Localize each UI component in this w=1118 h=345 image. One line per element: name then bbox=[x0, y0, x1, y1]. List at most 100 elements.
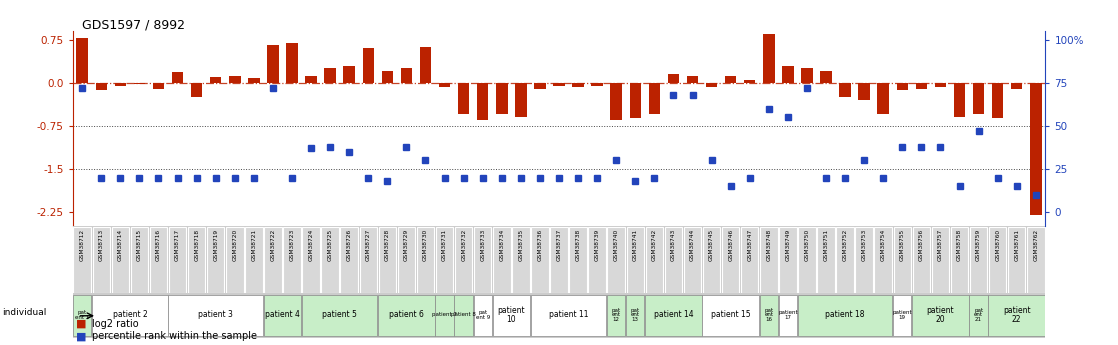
Text: patient 15: patient 15 bbox=[711, 310, 750, 319]
Bar bbox=[665, 227, 682, 293]
Bar bbox=[840, 83, 851, 97]
Text: GSM38756: GSM38756 bbox=[919, 229, 923, 261]
Bar bbox=[210, 77, 221, 83]
Text: GSM38723: GSM38723 bbox=[290, 229, 294, 262]
Text: GSM38714: GSM38714 bbox=[117, 229, 123, 261]
Bar bbox=[305, 76, 316, 83]
Bar bbox=[874, 227, 892, 293]
Bar bbox=[286, 42, 297, 83]
Bar bbox=[817, 227, 835, 293]
Bar bbox=[973, 83, 984, 115]
Text: pat
ent 9: pat ent 9 bbox=[475, 310, 490, 320]
Text: ■: ■ bbox=[76, 332, 86, 341]
Bar bbox=[553, 83, 565, 86]
Bar bbox=[989, 227, 1006, 293]
Bar bbox=[531, 227, 549, 293]
Text: patient
20: patient 20 bbox=[927, 306, 955, 324]
Text: GSM38760: GSM38760 bbox=[995, 229, 1001, 261]
Bar bbox=[607, 295, 625, 336]
Bar bbox=[572, 83, 584, 87]
Bar bbox=[836, 227, 854, 293]
Bar bbox=[172, 72, 183, 83]
Bar bbox=[191, 83, 202, 97]
Bar bbox=[515, 83, 527, 117]
Text: patient
10: patient 10 bbox=[498, 306, 525, 324]
Bar bbox=[245, 227, 263, 293]
Text: GSM38745: GSM38745 bbox=[709, 229, 714, 262]
Text: patient 11: patient 11 bbox=[549, 310, 588, 319]
Text: GSM38753: GSM38753 bbox=[862, 229, 866, 262]
Bar bbox=[969, 295, 987, 336]
Text: GSM38733: GSM38733 bbox=[481, 229, 485, 262]
Bar bbox=[417, 227, 434, 293]
Text: GSM38729: GSM38729 bbox=[404, 229, 409, 262]
Text: pat
ent
21: pat ent 21 bbox=[974, 308, 983, 322]
Bar bbox=[702, 295, 759, 336]
Text: GSM38732: GSM38732 bbox=[461, 229, 466, 262]
Bar bbox=[722, 227, 739, 293]
Bar bbox=[916, 83, 927, 89]
Text: patient
19: patient 19 bbox=[892, 310, 912, 320]
Text: GDS1597 / 8992: GDS1597 / 8992 bbox=[83, 18, 186, 31]
Text: GSM38721: GSM38721 bbox=[252, 229, 256, 261]
Text: GSM38759: GSM38759 bbox=[976, 229, 982, 262]
Text: patient 6: patient 6 bbox=[389, 310, 424, 319]
Bar bbox=[534, 83, 546, 89]
Text: GSM38751: GSM38751 bbox=[824, 229, 828, 261]
Text: GSM38715: GSM38715 bbox=[136, 229, 142, 261]
Bar bbox=[569, 227, 587, 293]
Bar bbox=[95, 83, 107, 90]
Bar bbox=[131, 227, 149, 293]
Bar bbox=[493, 295, 530, 336]
Text: GSM38741: GSM38741 bbox=[633, 229, 637, 261]
Bar bbox=[229, 76, 240, 83]
Bar bbox=[248, 78, 259, 83]
Text: patient 7: patient 7 bbox=[433, 312, 457, 317]
Bar bbox=[912, 227, 930, 293]
Bar bbox=[859, 83, 870, 100]
Text: GSM38731: GSM38731 bbox=[442, 229, 447, 261]
Text: patient
17: patient 17 bbox=[778, 310, 797, 320]
Text: GSM38762: GSM38762 bbox=[1033, 229, 1039, 261]
Text: pat
ent 1: pat ent 1 bbox=[75, 310, 89, 320]
Text: individual: individual bbox=[2, 308, 47, 317]
Bar bbox=[474, 295, 492, 336]
Bar bbox=[912, 295, 968, 336]
Text: pat
ent
12: pat ent 12 bbox=[612, 308, 620, 322]
Text: GSM38716: GSM38716 bbox=[157, 229, 161, 261]
Bar bbox=[188, 227, 206, 293]
Text: patient 2: patient 2 bbox=[113, 310, 148, 319]
Bar bbox=[645, 295, 702, 336]
Bar bbox=[588, 227, 606, 293]
Bar bbox=[381, 71, 394, 83]
Bar bbox=[760, 227, 777, 293]
Text: pat
ent
16: pat ent 16 bbox=[765, 308, 774, 322]
Bar bbox=[73, 295, 92, 336]
Text: GSM38719: GSM38719 bbox=[214, 229, 218, 261]
Bar bbox=[92, 295, 168, 336]
Text: GSM38758: GSM38758 bbox=[957, 229, 961, 262]
Bar bbox=[493, 227, 511, 293]
Text: GSM38718: GSM38718 bbox=[195, 229, 199, 261]
Text: GSM38726: GSM38726 bbox=[347, 229, 352, 261]
Text: GSM38736: GSM38736 bbox=[538, 229, 542, 261]
Bar bbox=[455, 295, 473, 336]
Bar bbox=[935, 83, 946, 87]
Bar bbox=[802, 68, 813, 83]
Bar bbox=[610, 83, 622, 120]
Bar bbox=[264, 227, 282, 293]
Bar bbox=[512, 227, 530, 293]
Bar bbox=[724, 76, 737, 83]
Bar bbox=[379, 227, 396, 293]
Text: GSM38739: GSM38739 bbox=[595, 229, 599, 262]
Text: GSM38754: GSM38754 bbox=[881, 229, 885, 262]
Text: GSM38720: GSM38720 bbox=[233, 229, 237, 262]
Bar bbox=[150, 227, 168, 293]
Bar bbox=[992, 83, 1003, 118]
Bar bbox=[455, 227, 473, 293]
Bar bbox=[134, 83, 145, 85]
Bar bbox=[419, 47, 432, 83]
Bar bbox=[893, 227, 911, 293]
Text: GSM38734: GSM38734 bbox=[500, 229, 504, 262]
Bar bbox=[398, 227, 415, 293]
